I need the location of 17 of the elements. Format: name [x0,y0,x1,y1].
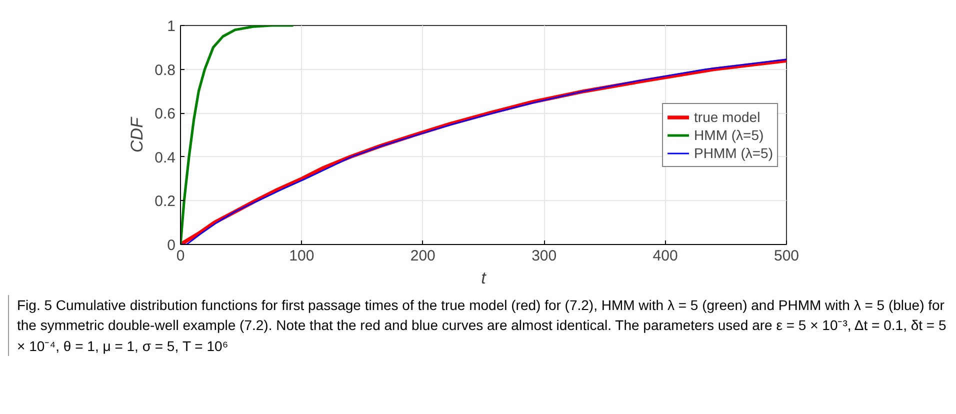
x-tick-label: 300 [532,248,557,264]
x-tick-label: 200 [410,248,436,264]
caption: Fig. 5 Cumulative distribution functions for first passage times of the true model (red) for (7.2), HMM with λ = 5 (green) and PHMM with λ = 5 (blue) for the symmetric double-well example (7.2). Note that the red and blue curves are almost identical. The parameters used are ε = 5 × 10⁻³, Δt = 0.1, δt = 5 × 10⁻⁴, θ = 1, μ = 1, σ = 5, T = 10⁶ [17,296,948,356]
y-tick-label: 0 [167,237,176,254]
legend-label: true model [694,108,760,126]
y-tick-label: 0.2 [154,193,176,210]
x-tick-label: 400 [652,248,678,264]
x-tick-label: 500 [774,248,800,264]
y-axis-title: CDF [128,116,147,152]
x-tick-label: 100 [289,248,314,264]
legend-label: PHMM (λ=5) [694,144,773,162]
y-tick-label: 0.4 [154,149,176,166]
y-tick-label: 0.6 [154,106,176,123]
y-tick-label: 0.8 [154,62,176,79]
y-tick-label: 1 [167,18,176,35]
legend-label: HMM (λ=5) [694,126,764,144]
x-axis-title: t [481,268,488,288]
